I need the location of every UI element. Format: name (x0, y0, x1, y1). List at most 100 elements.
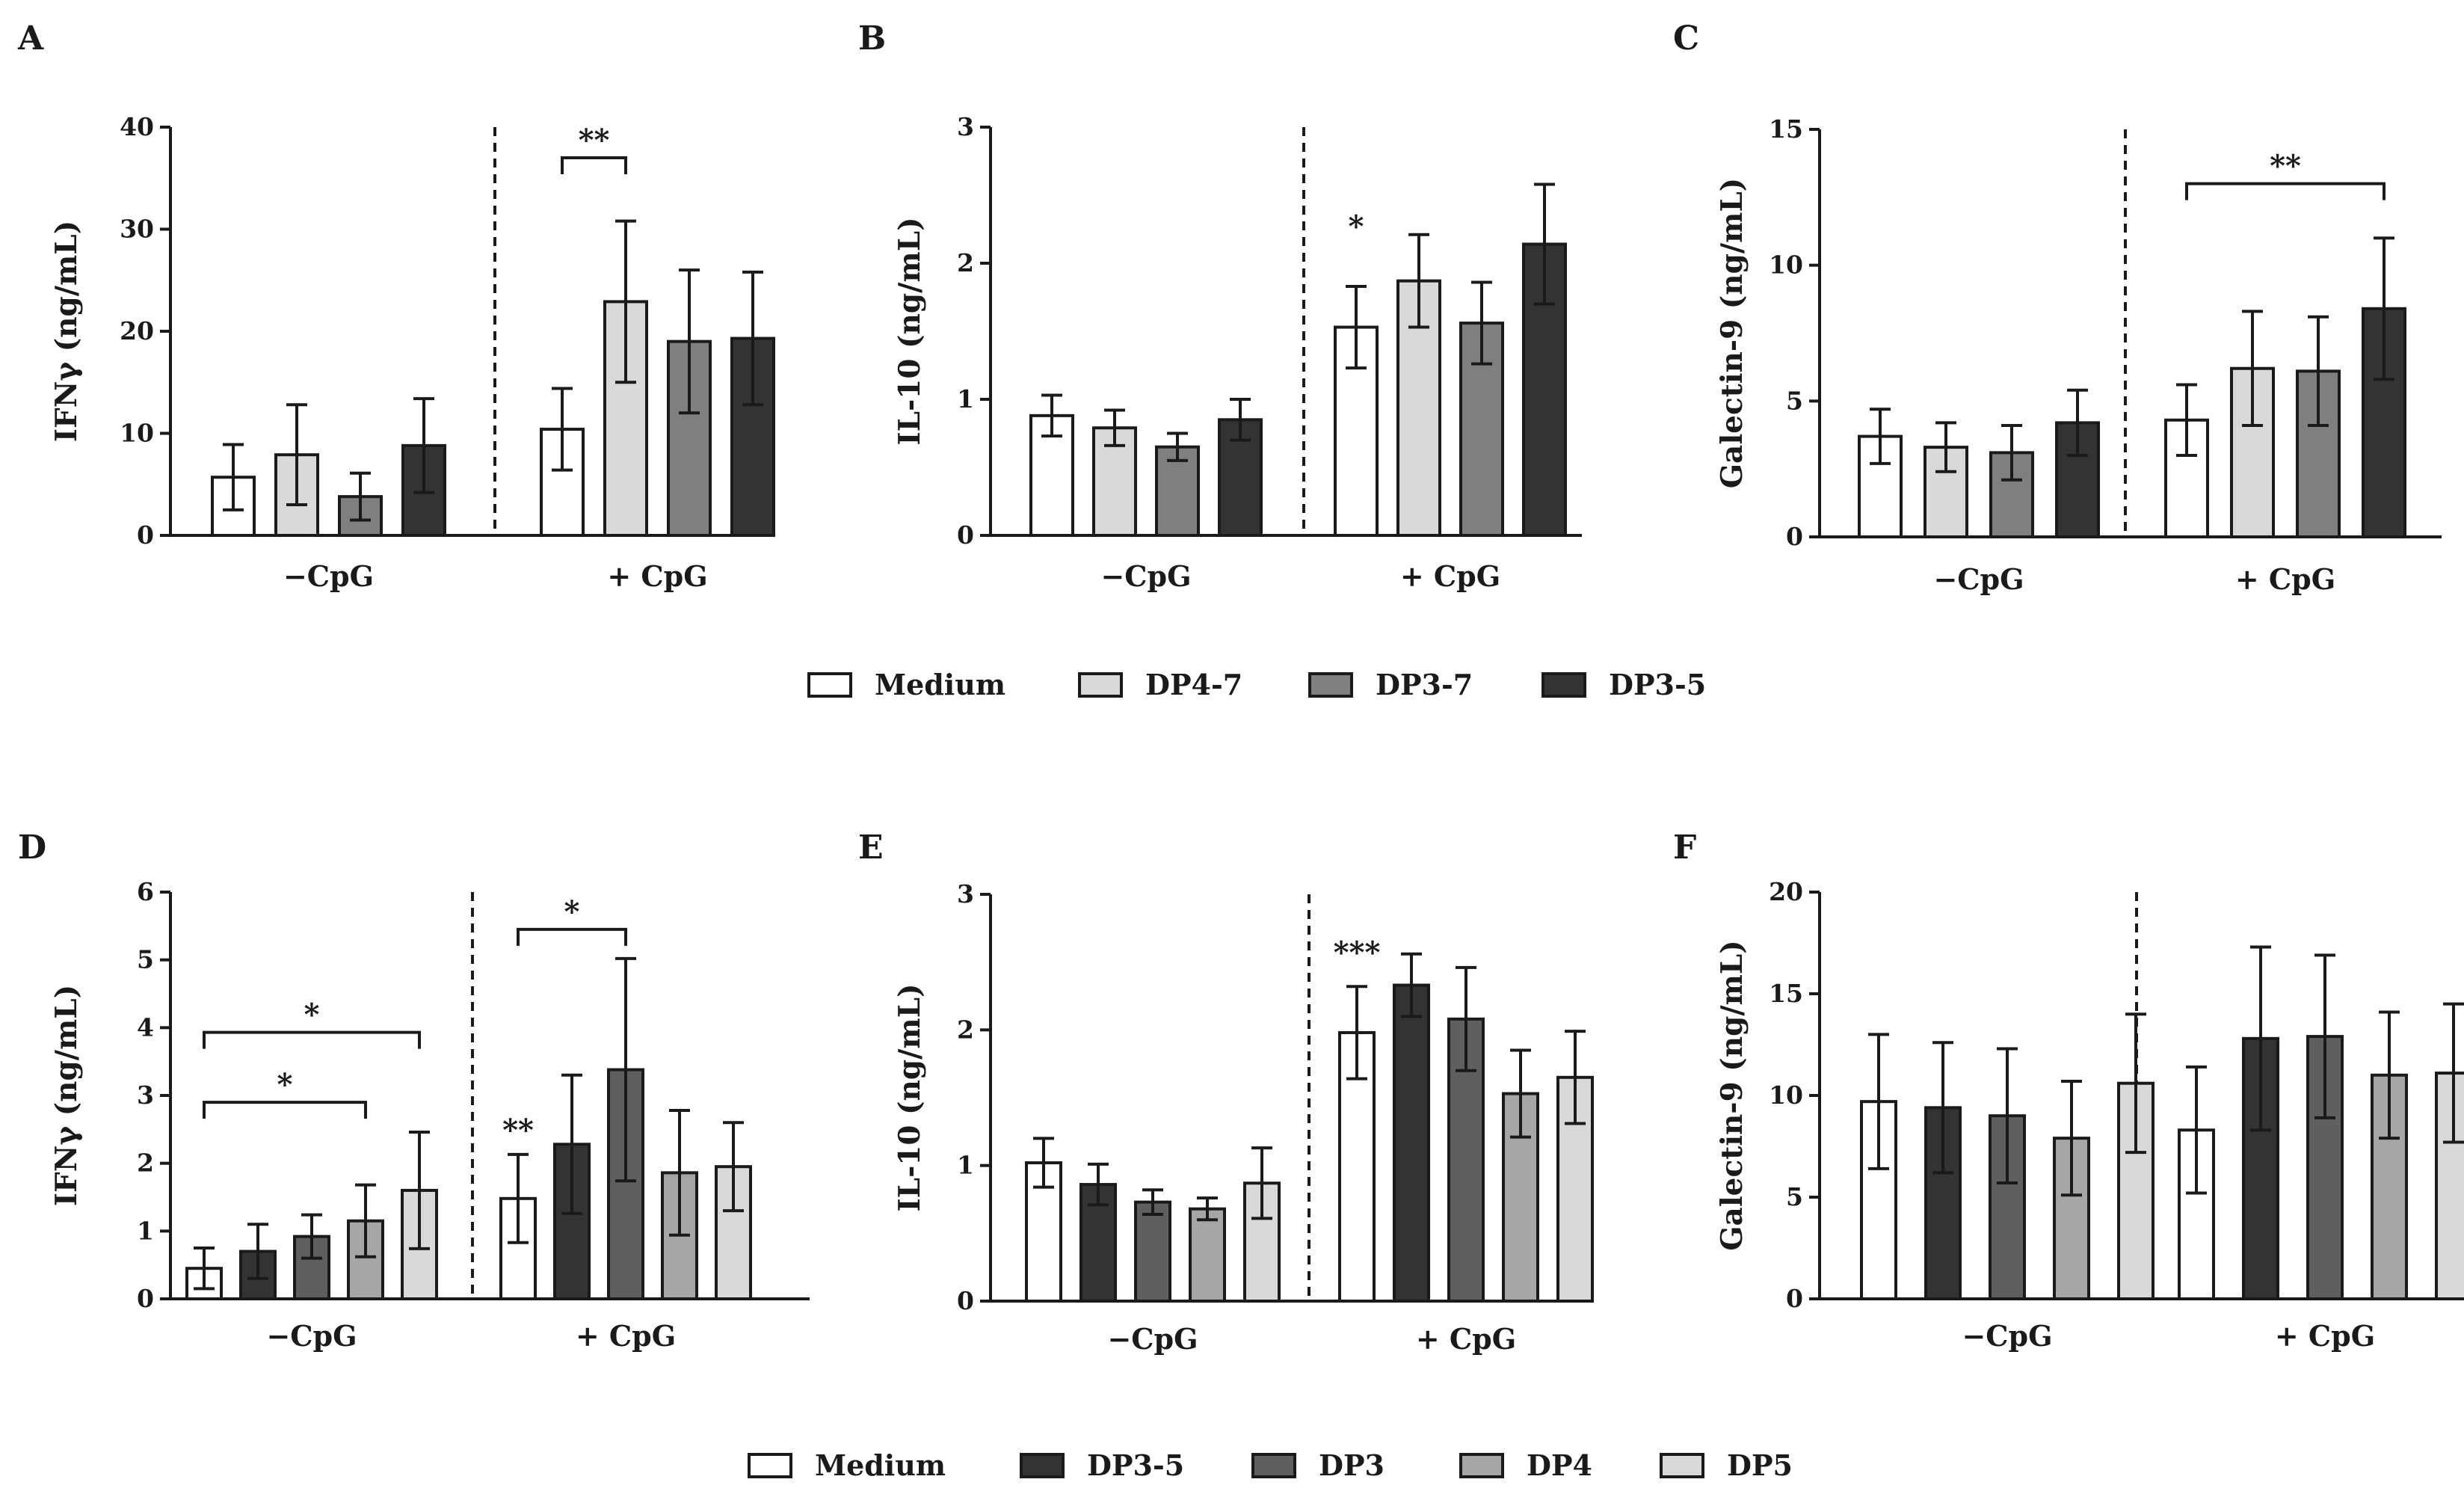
y-tick-label: 5 (1786, 386, 1803, 415)
y-tick-label: 20 (120, 316, 154, 345)
legend-label: DP3 (1319, 1448, 1385, 1482)
y-tick-label: 10 (1769, 1081, 1803, 1110)
x-group-label: −CpG (1933, 562, 2024, 596)
y-tick-label: 2 (137, 1149, 154, 1178)
y-tick-label: 0 (1786, 522, 1803, 551)
y-tick-label: 3 (957, 112, 974, 141)
panel-letter: B (858, 19, 886, 58)
x-group-label: + CpG (576, 1319, 676, 1353)
y-axis-label: IFNγ (ng/mL) (49, 221, 84, 442)
y-axis-label: IFNγ (ng/mL) (49, 985, 84, 1206)
legend-label: DP3-7 (1376, 668, 1473, 701)
panel-letter: D (18, 829, 46, 867)
panel-a: A 0 10 20 30 40 IFNγ (ng/mL) −CpG + CpG ** (17, 19, 775, 593)
x-group-label: −CpG (283, 559, 374, 593)
y-tick-label: 40 (120, 112, 154, 141)
bar-dp3 (607, 1068, 644, 1300)
panel-b: B 0 1 2 3 IL-10 (ng/mL) −CpG + CpG * (858, 19, 1582, 593)
panel-letter: A (17, 19, 44, 58)
y-tick-label: 10 (1769, 250, 1803, 280)
bar-dp3 (1134, 1200, 1171, 1303)
x-group-label: + CpG (1416, 1322, 1516, 1356)
legend-swatch (1308, 672, 1353, 698)
legend-swatch (1078, 672, 1123, 698)
bar-dp3 (1447, 1017, 1485, 1303)
x-group-label: + CpG (1400, 559, 1500, 593)
significance-bracket (561, 156, 627, 174)
bar-medium (1025, 1161, 1062, 1303)
panel-c: C 0 5 10 15 Galectin-9 (ng/mL) −CpG + CpG ** (1673, 19, 2442, 596)
x-group-label: + CpG (607, 559, 707, 593)
y-tick-label: 4 (137, 1012, 154, 1042)
y-tick-label: 0 (137, 1284, 154, 1313)
y-tick-label: 0 (957, 520, 974, 550)
y-tick-label: 3 (957, 879, 974, 909)
y-tick-label: 15 (1769, 114, 1803, 144)
y-tick-label: 1 (957, 384, 974, 414)
y-axis-label: IL-10 (ng/mL) (893, 217, 927, 445)
bar-dp5 (2435, 1072, 2464, 1300)
y-tick-label: 1 (137, 1216, 154, 1245)
legend-swatch (1020, 1453, 1065, 1478)
legend-swatch (1251, 1453, 1296, 1478)
significance-label: ** (579, 123, 610, 158)
x-group-label: −CpG (1962, 1319, 2052, 1353)
panel-letter: F (1673, 829, 1696, 867)
y-tick-label: 5 (1786, 1182, 1803, 1211)
significance-label: * (564, 894, 580, 929)
legend-swatch (1541, 672, 1586, 698)
y-tick-label: 30 (120, 215, 154, 244)
bar-dp4-7 (1924, 446, 1968, 538)
y-tick-label: 5 (137, 945, 154, 974)
legend-bottom: Medium DP3-5 DP3 DP4 DP5 (748, 1448, 1793, 1482)
panel-letter: C (1673, 19, 1699, 58)
legend-swatch (1459, 1453, 1504, 1478)
legend-label: DP5 (1727, 1448, 1793, 1482)
panel-letter: E (858, 829, 884, 867)
y-axis-label: Galectin-9 (ng/mL) (1715, 178, 1749, 489)
y-axis-label: IL-10 (ng/mL) (893, 983, 927, 1211)
y-tick-label: 1 (957, 1151, 974, 1180)
significance-label: * (277, 1067, 293, 1102)
y-tick-label: 0 (957, 1286, 974, 1315)
legend-swatch (807, 672, 852, 698)
x-group-label: −CpG (1100, 559, 1191, 593)
significance-label: * (304, 998, 320, 1033)
x-group-label: −CpG (1107, 1322, 1198, 1356)
y-tick-label: 20 (1769, 877, 1803, 906)
legend-swatch (1660, 1453, 1704, 1478)
y-tick-label: 2 (957, 248, 974, 277)
legend-top: Medium DP4-7 DP3-7 DP3-5 (807, 668, 1706, 701)
legend-label: DP4 (1527, 1448, 1592, 1482)
significance-label: ** (502, 1113, 534, 1148)
panel-f: F 0 5 10 15 20 Galectin-9 (ng/mL) −CpG + CpG (1673, 829, 2464, 1353)
y-tick-label: 6 (137, 877, 154, 906)
y-axis-label: Galectin-9 (ng/mL) (1715, 940, 1749, 1251)
significance-label: *** (1334, 935, 1381, 971)
significance-bracket (203, 1030, 421, 1049)
x-group-label: + CpG (2275, 1319, 2375, 1353)
legend-label: DP4-7 (1145, 668, 1242, 701)
legend-label: Medium (875, 668, 1005, 701)
significance-bracket (517, 927, 627, 946)
y-tick-label: 0 (137, 520, 154, 550)
significance-label: ** (2270, 149, 2301, 184)
significance-bracket (203, 1101, 367, 1119)
legend-label: Medium (815, 1448, 946, 1482)
x-group-label: −CpG (266, 1319, 357, 1353)
x-group-label: + CpG (2235, 562, 2335, 596)
bar-dp3-5 (2055, 421, 2100, 539)
significance-bracket (2185, 182, 2386, 200)
y-tick-label: 2 (957, 1015, 974, 1044)
bar-dp3-5 (1393, 983, 1430, 1303)
panel-e: E 0 1 2 3 IL-10 (ng/mL) −CpG + CpG *** (858, 829, 1594, 1356)
y-tick-label: 10 (120, 419, 154, 448)
y-tick-label: 0 (1786, 1284, 1803, 1313)
legend-swatch (748, 1453, 792, 1478)
y-tick-label: 3 (137, 1081, 154, 1110)
legend-label: DP3-5 (1609, 668, 1706, 701)
legend-label: DP3-5 (1087, 1448, 1184, 1482)
y-tick-label: 15 (1769, 979, 1803, 1008)
